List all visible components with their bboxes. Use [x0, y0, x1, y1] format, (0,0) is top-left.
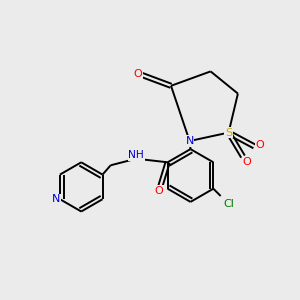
Text: O: O	[242, 157, 251, 167]
Text: N: N	[52, 194, 61, 204]
Text: NH: NH	[128, 150, 144, 160]
Text: S: S	[225, 128, 232, 138]
Text: O: O	[255, 140, 264, 150]
Text: Cl: Cl	[223, 199, 234, 209]
Text: O: O	[154, 185, 163, 196]
Text: O: O	[134, 69, 142, 80]
Text: N: N	[185, 136, 194, 146]
